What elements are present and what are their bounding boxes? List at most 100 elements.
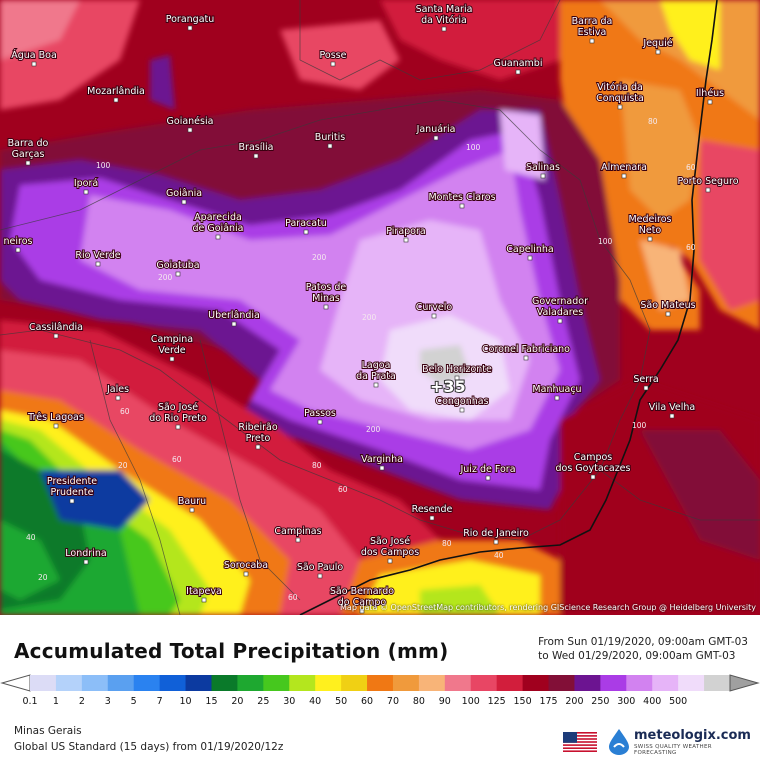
city-marker[interactable]: Juiz de Fora [458, 463, 517, 481]
city-dot [243, 571, 249, 577]
city-marker[interactable]: Pirapora [385, 225, 427, 243]
city-marker[interactable]: Sorocaba [223, 559, 269, 577]
city-marker[interactable]: Barra do Garças [7, 137, 50, 166]
city-marker[interactable]: Patos de Minas [305, 281, 347, 310]
city-marker[interactable]: Varginha [360, 453, 404, 471]
color-swatch [30, 675, 57, 691]
city-marker[interactable]: Jequié [641, 37, 674, 55]
isoline-label: 80 [312, 461, 322, 470]
city-marker[interactable]: Mozarlândia [86, 85, 146, 103]
scale-tick-label: 7 [156, 696, 163, 707]
city-marker[interactable]: Goiânia [165, 187, 203, 205]
city-marker[interactable]: Campinas [273, 525, 323, 543]
city-dot [515, 69, 521, 75]
city-dot [330, 61, 336, 67]
city-marker[interactable]: Almenara [600, 161, 648, 179]
city-label: Capelinha [506, 244, 553, 255]
color-swatch [159, 675, 187, 691]
city-marker[interactable]: São José dos Campos [360, 535, 420, 564]
brand-name: meteologix.com [634, 728, 751, 743]
isoline-label: 60 [120, 407, 130, 416]
city-marker[interactable]: Rio Verde [74, 249, 122, 267]
color-scale-bar [0, 674, 760, 692]
city-marker[interactable]: Itapeva [185, 585, 223, 603]
color-swatch [392, 675, 420, 691]
city-marker[interactable]: Vila Velha [648, 401, 696, 419]
city-marker[interactable]: Manhuaçu [531, 383, 583, 401]
city-dot [431, 313, 437, 319]
isoline-label: 100 [632, 421, 647, 430]
city-marker[interactable]: São José do Rio Preto [148, 401, 208, 430]
meteologix-logo[interactable]: meteologix.com SWISS QUALITY WEATHER FOR… [606, 727, 756, 757]
city-marker[interactable]: neiros [3, 235, 34, 253]
city-marker[interactable]: Aparecida de Goiânia [191, 211, 245, 240]
city-label: Passos [304, 408, 336, 419]
city-label: Barra do Garças [8, 138, 49, 160]
city-dot [175, 424, 181, 430]
city-marker[interactable]: Presidente Prudente [46, 475, 98, 504]
city-marker[interactable]: Serra [632, 373, 660, 391]
map-canvas: 100 100 80 60 100 60 200 200 200 60 200 100 60 20 80 60… [0, 0, 760, 615]
city-marker[interactable]: Governador Valadares [531, 295, 589, 324]
city-marker[interactable]: Montes Claros [427, 191, 497, 209]
city-label: Iporá [74, 178, 98, 189]
city-marker[interactable]: Londrina [64, 547, 108, 565]
city-marker[interactable]: Buritis [314, 131, 346, 149]
city-marker[interactable]: Campina Verde [150, 333, 194, 362]
city-marker[interactable]: Santa Maria da Vitória [415, 3, 473, 32]
city-label: Ilhéus [696, 88, 724, 99]
city-marker[interactable]: Uberlândia [207, 309, 261, 327]
city-marker[interactable]: Coronel Fabriciano [481, 343, 571, 361]
city-marker[interactable]: Ilhéus [695, 87, 725, 105]
city-marker[interactable]: Cassilândia [28, 321, 84, 339]
city-marker[interactable]: Goiatuba [155, 259, 201, 277]
city-marker[interactable]: Congonhas [434, 395, 490, 413]
city-marker[interactable]: Porangatu [165, 13, 215, 31]
city-marker[interactable]: São Mateus [639, 299, 697, 317]
city-marker[interactable]: Lagoa da Prata [355, 359, 397, 388]
city-marker[interactable]: São Paulo [296, 561, 344, 579]
city-marker[interactable]: Curvelo [415, 301, 453, 319]
city-label: Campos dos Goytacazes [556, 452, 631, 474]
city-marker[interactable]: Campos dos Goytacazes [555, 451, 632, 480]
precipitation-map[interactable]: 100 100 80 60 100 60 200 200 200 60 200 100 60 20 80 60… [0, 0, 760, 615]
city-label: Coronel Fabriciano [482, 344, 570, 355]
city-marker[interactable]: Januária [415, 123, 456, 141]
city-label: Goianésia [167, 116, 214, 127]
city-marker[interactable]: Ribeirão Preto [237, 421, 279, 450]
city-marker[interactable]: Barra da Estiva [571, 15, 613, 44]
scale-tick-label: 25 [257, 696, 270, 707]
city-label: Pirapora [386, 226, 425, 237]
city-marker[interactable]: Paracatu [284, 217, 328, 235]
city-dot [175, 271, 181, 277]
city-marker[interactable]: Passos [303, 407, 337, 425]
city-marker[interactable]: Resende [411, 503, 454, 521]
city-marker[interactable]: Iporá [73, 177, 99, 195]
city-marker[interactable]: Posse [319, 49, 348, 67]
city-marker[interactable]: Capelinha [505, 243, 555, 261]
city-marker[interactable]: Bauru [177, 495, 207, 513]
city-marker[interactable]: Guanambi [493, 57, 543, 75]
brand-tagline: SWISS QUALITY WEATHER FORECASTING [634, 744, 712, 756]
city-marker[interactable]: Rio de Janeiro [462, 527, 530, 545]
forecast-period: From Sun 01/19/2020, 09:00am GMT-03 to W… [538, 635, 748, 663]
city-marker[interactable]: Salinas [525, 161, 561, 179]
city-marker[interactable]: Jales [105, 383, 130, 401]
city-marker[interactable]: Goianésia [166, 115, 214, 133]
city-marker[interactable]: Três Lagoas [26, 411, 85, 429]
city-marker[interactable]: Belo Horizonte [421, 363, 493, 381]
isoline-label: 60 [172, 455, 182, 464]
city-label: Posse [320, 50, 347, 61]
isoline-labels: 100 100 80 60 100 60 200 200 200 60 200 100 60 20 80 60… [26, 117, 696, 602]
city-label: Vitória da Conquista [596, 82, 644, 104]
us-flag-icon [563, 732, 597, 752]
period-to: to Wed 01/29/2020, 09:00am GMT-03 [538, 650, 736, 662]
city-marker[interactable]: Medeiros Neto [627, 213, 673, 242]
city-marker[interactable]: Brasília [238, 141, 274, 159]
city-marker[interactable]: Água Boa [10, 48, 58, 67]
city-marker[interactable]: Vitória da Conquista [595, 81, 645, 110]
color-swatch [470, 675, 498, 691]
city-marker[interactable]: São Bernardo do Campo [329, 585, 395, 614]
city-marker[interactable]: Porto Seguro [676, 175, 740, 193]
color-swatch [548, 675, 575, 691]
